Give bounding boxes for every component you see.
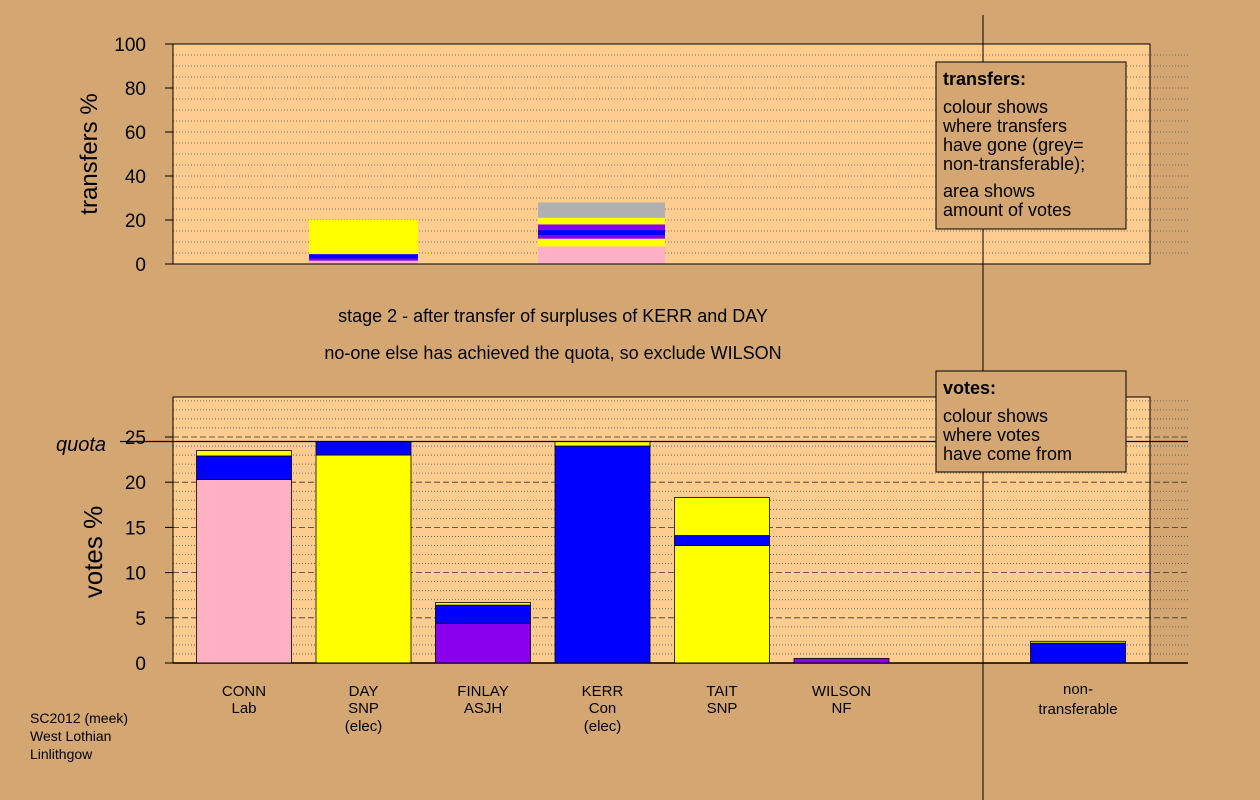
nontransferable-label: transferable <box>1038 701 1117 718</box>
vote-segment-tait <box>674 497 770 536</box>
vote-segment-nontransferable <box>1030 642 1126 664</box>
transfer-segment-kerr <box>538 202 665 218</box>
footer-council: West Lothian <box>30 728 111 744</box>
vote-segment-tait <box>674 545 770 664</box>
transfer-segment-day <box>309 258 418 261</box>
transfers-y-tick-label: 20 <box>125 211 146 232</box>
vote-segment-nontransferable <box>1030 640 1126 644</box>
votes-legend-line: where votes <box>942 425 1040 445</box>
footer-election: SC2012 (meek) <box>30 710 128 726</box>
transfer-segment-kerr <box>538 235 665 239</box>
transfers-legend-line: where transfers <box>942 116 1067 136</box>
candidate-party: SNP <box>707 700 738 717</box>
transfer-segment-day <box>309 220 418 255</box>
transfer-segment-kerr <box>538 229 665 236</box>
transfer-segment-day <box>309 260 418 264</box>
votes-y-tick-label: 15 <box>125 518 146 539</box>
vote-segment-kerr <box>554 441 651 447</box>
transfers-legend-box <box>935 61 1127 230</box>
transfers-y-tick-label: 40 <box>125 167 146 188</box>
quota-label: quota <box>56 434 106 456</box>
votes-y-tick-label: 20 <box>125 473 146 494</box>
transfers-legend-title: transfers: <box>943 69 1026 89</box>
candidate-name: KERR <box>582 683 624 700</box>
votes-legend-box <box>935 370 1127 473</box>
votes-y-axis-label: votes % <box>78 506 108 599</box>
candidate-status: (elec) <box>584 718 622 735</box>
candidate-party: SNP <box>348 700 379 717</box>
transfers-y-tick-label: 100 <box>114 35 146 56</box>
transfers-legend: transfers: colour shows where transfers … <box>935 61 1127 230</box>
transfers-legend-line: non-transferable); <box>943 154 1085 174</box>
candidate-status: (elec) <box>345 718 383 735</box>
votes-legend-line: colour shows <box>943 406 1048 426</box>
vote-segment-conn <box>196 455 292 480</box>
transfers-legend-line: colour shows <box>943 97 1048 117</box>
vote-segment-day <box>315 454 412 664</box>
transfers-y-tick-label: 80 <box>125 79 146 100</box>
nontransferable-label: non- <box>1063 681 1093 698</box>
vote-segment-day <box>315 441 412 456</box>
votes-legend-line: have come from <box>943 444 1072 464</box>
candidate-name: CONN <box>222 683 266 700</box>
vote-segment-tait <box>674 535 770 546</box>
votes-y-tick-label: 25 <box>125 428 146 449</box>
candidate-party: NF <box>832 700 852 717</box>
stage-description: stage 2 - after transfer of surpluses of… <box>338 306 768 326</box>
candidate-name: FINLAY <box>457 683 508 700</box>
transfers-legend-line: area shows <box>943 181 1035 201</box>
transfer-segment-kerr <box>538 217 665 225</box>
votes-plot-frame <box>172 396 1151 664</box>
vote-segment-kerr <box>554 445 651 664</box>
votes-y-tick-label: 5 <box>135 609 146 630</box>
vote-segment-finlay <box>435 602 531 606</box>
vote-segment-finlay <box>435 604 531 624</box>
candidate-party: Lab <box>231 700 256 717</box>
transfers-legend-line: have gone (grey= <box>943 135 1084 155</box>
votes-y-tick-label: 10 <box>125 564 146 585</box>
candidate-party: ASJH <box>464 700 502 717</box>
votes-y-tick-label: 0 <box>135 654 146 675</box>
candidate-name: DAY <box>349 683 379 700</box>
transfers-plot-frame <box>172 43 1151 265</box>
candidate-name: WILSON <box>812 683 871 700</box>
footer-ward: Linlithgow <box>30 746 93 762</box>
candidate-name: TAIT <box>706 683 737 700</box>
transfer-segment-kerr <box>538 224 665 230</box>
transfer-segment-kerr <box>538 238 665 247</box>
transfer-segment-kerr <box>538 246 665 264</box>
votes-legend-title: votes: <box>943 378 996 398</box>
transfers-y-tick-label: 0 <box>135 255 146 276</box>
stage-action: no-one else has achieved the quota, so e… <box>324 343 781 363</box>
candidate-party: Con <box>589 700 617 717</box>
transfers-legend-line: amount of votes <box>943 200 1071 220</box>
transfer-segment-day <box>309 254 418 259</box>
vote-segment-wilson <box>793 658 890 664</box>
vote-segment-conn <box>196 479 292 664</box>
vote-segment-conn <box>196 450 292 457</box>
vote-segment-finlay <box>435 622 531 664</box>
transfers-y-tick-label: 60 <box>125 123 146 144</box>
votes-legend: votes: colour shows where votes have com… <box>935 370 1127 473</box>
transfers-y-axis-label: transfers % <box>76 93 103 214</box>
